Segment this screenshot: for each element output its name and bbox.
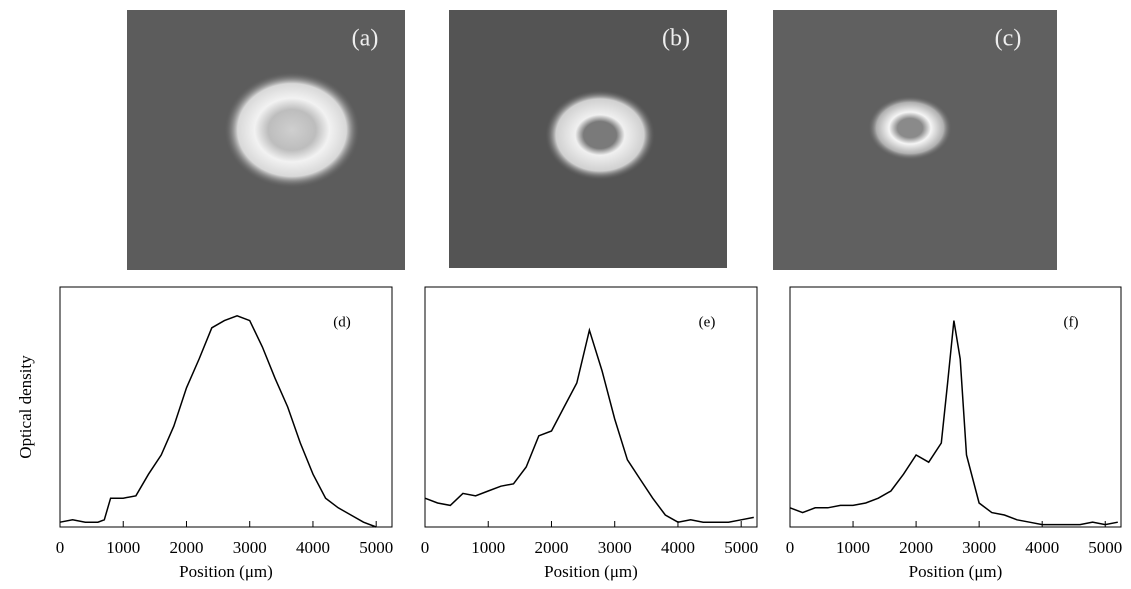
x-tick-label: 2000 xyxy=(899,538,933,557)
x-tick-label: 3000 xyxy=(962,538,996,557)
x-tick-label: 4000 xyxy=(661,538,695,557)
x-tick-label: 4000 xyxy=(296,538,330,557)
x-tick-label: 2000 xyxy=(534,538,568,557)
image-c xyxy=(773,10,1057,270)
x-tick-label: 5000 xyxy=(724,538,758,557)
x-tick-label: 4000 xyxy=(1025,538,1059,557)
x-axis-label: Position (μm) xyxy=(179,562,273,581)
data-line xyxy=(59,314,377,528)
x-tick-label: 1000 xyxy=(471,538,505,557)
image-label: (b) xyxy=(662,26,690,52)
panel-label: (e) xyxy=(699,314,716,330)
data-line xyxy=(424,327,754,523)
x-tick-label: 2000 xyxy=(169,538,203,557)
data-line xyxy=(789,320,1118,526)
panel-label: (d) xyxy=(333,314,351,330)
plot-frame xyxy=(59,286,393,528)
plot-frame xyxy=(789,286,1122,528)
x-tick-label: 0 xyxy=(786,538,795,557)
image-a xyxy=(127,10,405,270)
x-tick-label: 1000 xyxy=(106,538,140,557)
panel-label: (f) xyxy=(1064,314,1079,330)
x-tick-label: 0 xyxy=(56,538,65,557)
plot-frame xyxy=(424,286,758,528)
x-tick-label: 5000 xyxy=(1088,538,1122,557)
y-axis-label: Optical density xyxy=(16,355,35,459)
x-axis-label: Position (μm) xyxy=(544,562,638,581)
x-tick-label: 0 xyxy=(421,538,430,557)
x-tick-label: 3000 xyxy=(233,538,267,557)
x-tick-label: 1000 xyxy=(836,538,870,557)
x-axis-label: Position (μm) xyxy=(909,562,1003,581)
image-label: (c) xyxy=(995,26,1022,52)
x-tick-label: 3000 xyxy=(598,538,632,557)
x-tick-label: 5000 xyxy=(359,538,393,557)
image-b xyxy=(449,10,727,268)
image-label: (a) xyxy=(352,26,379,52)
